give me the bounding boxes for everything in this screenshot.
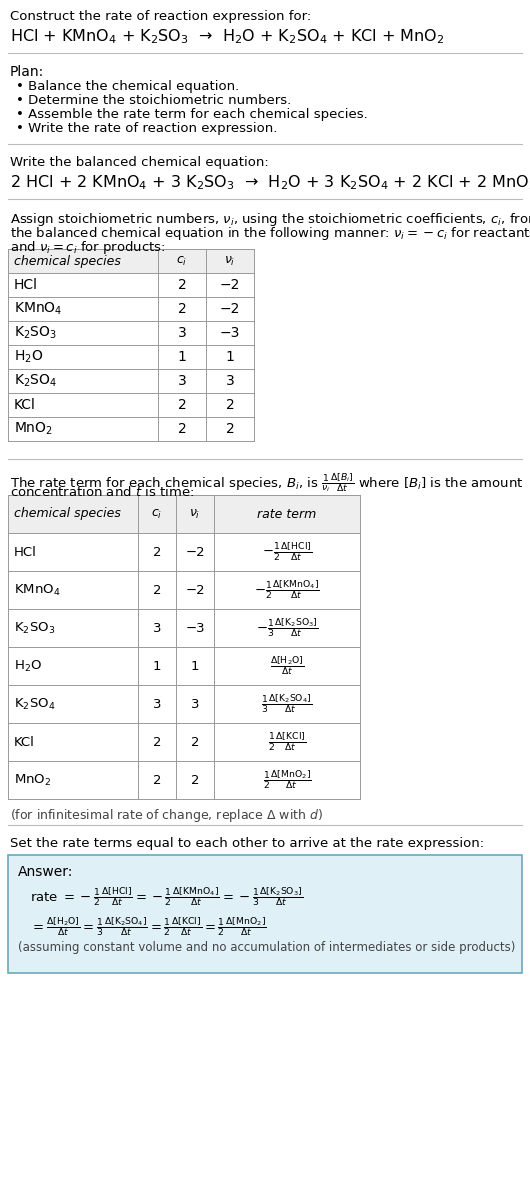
Text: 2: 2 (191, 773, 199, 786)
Text: Assign stoichiometric numbers, $\nu_i$, using the stoichiometric coefficients, $: Assign stoichiometric numbers, $\nu_i$, … (10, 211, 530, 228)
Text: (assuming constant volume and no accumulation of intermediates or side products): (assuming constant volume and no accumul… (18, 942, 515, 954)
Text: and $\nu_i = c_i$ for products:: and $\nu_i = c_i$ for products: (10, 240, 165, 256)
Text: $= \frac{\Delta[\mathrm{H_2O}]}{\Delta t} = \frac{1}{3}\frac{\Delta[\mathrm{K_2S: $= \frac{\Delta[\mathrm{H_2O}]}{\Delta t… (30, 915, 267, 938)
Text: 1: 1 (178, 350, 187, 364)
FancyBboxPatch shape (8, 249, 254, 273)
Text: 2: 2 (226, 399, 234, 412)
Text: MnO$_2$: MnO$_2$ (14, 773, 51, 787)
Text: H$_2$O: H$_2$O (14, 349, 43, 365)
Text: $-\frac{1}{2}\frac{\Delta[\mathrm{KMnO_4}]}{\Delta t}$: $-\frac{1}{2}\frac{\Delta[\mathrm{KMnO_4… (254, 579, 320, 602)
Text: KMnO$_4$: KMnO$_4$ (14, 583, 60, 597)
Text: $\frac{1}{3}\frac{\Delta[\mathrm{K_2SO_4}]}{\Delta t}$: $\frac{1}{3}\frac{\Delta[\mathrm{K_2SO_4… (261, 692, 313, 715)
Text: 2: 2 (153, 584, 161, 596)
Text: $c_i$: $c_i$ (176, 254, 188, 267)
Text: MnO$_2$: MnO$_2$ (14, 421, 53, 437)
Text: 2: 2 (191, 736, 199, 749)
Text: $\frac{1}{2}\frac{\Delta[\mathrm{KCl}]}{\Delta t}$: $\frac{1}{2}\frac{\Delta[\mathrm{KCl}]}{… (268, 731, 306, 752)
FancyBboxPatch shape (8, 495, 360, 799)
Text: K$_2$SO$_4$: K$_2$SO$_4$ (14, 373, 57, 389)
Text: 2: 2 (153, 736, 161, 749)
Text: KMnO$_4$: KMnO$_4$ (14, 301, 63, 317)
Text: −2: −2 (220, 278, 240, 293)
Text: 1: 1 (153, 660, 161, 673)
Text: K$_2$SO$_3$: K$_2$SO$_3$ (14, 325, 57, 341)
FancyBboxPatch shape (8, 495, 360, 533)
Text: $\frac{1}{2}\frac{\Delta[\mathrm{MnO_2}]}{\Delta t}$: $\frac{1}{2}\frac{\Delta[\mathrm{MnO_2}]… (262, 768, 312, 791)
Text: The rate term for each chemical species, $B_i$, is $\frac{1}{\nu_i}\frac{\Delta[: The rate term for each chemical species,… (10, 471, 524, 494)
Text: KCl: KCl (14, 736, 35, 749)
Text: $\frac{\Delta[\mathrm{H_2O}]}{\Delta t}$: $\frac{\Delta[\mathrm{H_2O}]}{\Delta t}$ (270, 655, 304, 678)
Text: chemical species: chemical species (14, 254, 121, 267)
Text: $\nu_i$: $\nu_i$ (224, 254, 236, 267)
Text: K$_2$SO$_4$: K$_2$SO$_4$ (14, 696, 55, 712)
Text: 2: 2 (178, 399, 187, 412)
FancyBboxPatch shape (8, 249, 254, 441)
Text: 3: 3 (226, 374, 234, 388)
Text: • Assemble the rate term for each chemical species.: • Assemble the rate term for each chemic… (16, 108, 368, 120)
Text: Write the balanced chemical equation:: Write the balanced chemical equation: (10, 157, 269, 169)
Text: 2: 2 (178, 302, 187, 315)
Text: 2: 2 (226, 421, 234, 436)
Text: Construct the rate of reaction expression for:: Construct the rate of reaction expressio… (10, 10, 311, 23)
Text: −3: −3 (185, 621, 205, 635)
Text: chemical species: chemical species (14, 508, 121, 520)
Text: Answer:: Answer: (18, 864, 73, 879)
Text: HCl: HCl (14, 278, 38, 293)
Text: $-\frac{1}{3}\frac{\Delta[\mathrm{K_2SO_3}]}{\Delta t}$: $-\frac{1}{3}\frac{\Delta[\mathrm{K_2SO_… (256, 616, 318, 639)
Text: 1: 1 (226, 350, 234, 364)
Text: (for infinitesimal rate of change, replace Δ with $d$): (for infinitesimal rate of change, repla… (10, 807, 323, 824)
Text: HCl: HCl (14, 545, 37, 559)
Text: HCl + KMnO$_4$ + K$_2$SO$_3$  →  H$_2$O + K$_2$SO$_4$ + KCl + MnO$_2$: HCl + KMnO$_4$ + K$_2$SO$_3$ → H$_2$O + … (10, 26, 445, 46)
Text: $-\frac{1}{2}\frac{\Delta[\mathrm{HCl}]}{\Delta t}$: $-\frac{1}{2}\frac{\Delta[\mathrm{HCl}]}… (262, 541, 312, 563)
Text: • Balance the chemical equation.: • Balance the chemical equation. (16, 79, 239, 93)
Text: $c_i$: $c_i$ (152, 507, 163, 520)
Text: 1: 1 (191, 660, 199, 673)
Text: Plan:: Plan: (10, 65, 44, 79)
FancyBboxPatch shape (8, 855, 522, 973)
Text: 3: 3 (153, 697, 161, 710)
Text: Set the rate terms equal to each other to arrive at the rate expression:: Set the rate terms equal to each other t… (10, 837, 484, 850)
Text: $\nu_i$: $\nu_i$ (189, 507, 201, 520)
Text: 3: 3 (178, 374, 187, 388)
Text: −2: −2 (185, 584, 205, 596)
Text: 2 HCl + 2 KMnO$_4$ + 3 K$_2$SO$_3$  →  H$_2$O + 3 K$_2$SO$_4$ + 2 KCl + 2 MnO$_2: 2 HCl + 2 KMnO$_4$ + 3 K$_2$SO$_3$ → H$_… (10, 173, 530, 191)
Text: 3: 3 (191, 697, 199, 710)
Text: rate term: rate term (258, 508, 316, 520)
Text: • Determine the stoichiometric numbers.: • Determine the stoichiometric numbers. (16, 94, 292, 107)
Text: 2: 2 (153, 545, 161, 559)
Text: 3: 3 (178, 326, 187, 340)
Text: • Write the rate of reaction expression.: • Write the rate of reaction expression. (16, 122, 277, 135)
Text: the balanced chemical equation in the following manner: $\nu_i = -c_i$ for react: the balanced chemical equation in the fo… (10, 225, 530, 242)
Text: rate $= -\frac{1}{2}\frac{\Delta[\mathrm{HCl}]}{\Delta t} = -\frac{1}{2}\frac{\D: rate $= -\frac{1}{2}\frac{\Delta[\mathrm… (30, 885, 303, 908)
Text: 2: 2 (178, 421, 187, 436)
Text: concentration and $t$ is time:: concentration and $t$ is time: (10, 485, 194, 498)
Text: −2: −2 (220, 302, 240, 315)
Text: −3: −3 (220, 326, 240, 340)
Text: KCl: KCl (14, 399, 36, 412)
Text: K$_2$SO$_3$: K$_2$SO$_3$ (14, 620, 55, 636)
Text: 3: 3 (153, 621, 161, 635)
Text: H$_2$O: H$_2$O (14, 659, 42, 673)
Text: 2: 2 (178, 278, 187, 293)
Text: −2: −2 (185, 545, 205, 559)
Text: 2: 2 (153, 773, 161, 786)
